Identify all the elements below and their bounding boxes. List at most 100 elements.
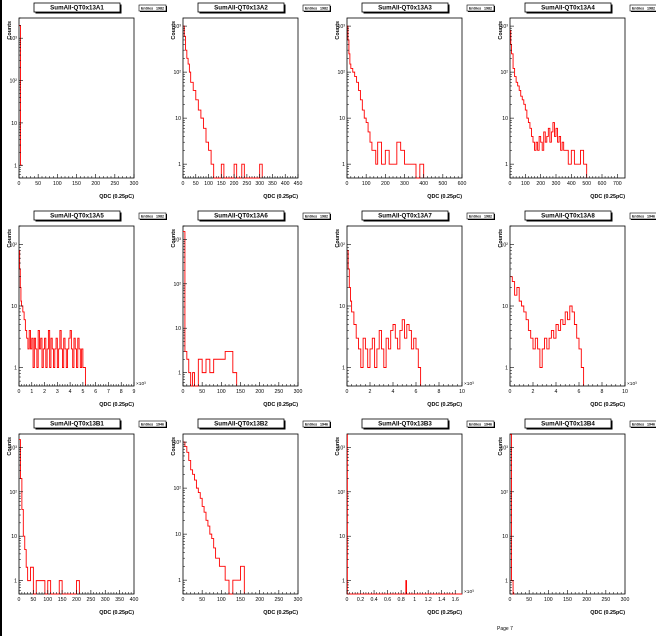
page-number: Page 7 <box>497 626 513 632</box>
x-tick-label: 150 <box>72 181 81 187</box>
x-axis-label: QDC (0.25pC) <box>590 402 625 408</box>
y-tick-label: 1 <box>505 365 508 371</box>
x-tick-label: 0 <box>346 389 349 395</box>
x-axis-label: QDC (0.25pC) <box>263 194 298 200</box>
y-tick-label: 1 <box>14 579 17 585</box>
y-axis-label: Counts <box>171 437 177 456</box>
series-line <box>346 434 462 595</box>
x-tick-label: 8 <box>438 389 441 395</box>
y-tick-label: 10 <box>502 304 508 310</box>
y-tick-label: 10³ <box>174 440 182 446</box>
panel-5: SumAll-QT0x13A5 Entries 1982 0 1 2 3 4 5 6 7 8 9 1 10 1… <box>7 210 167 408</box>
y-tick-label: 1 <box>342 365 345 371</box>
plot-frame <box>182 17 299 179</box>
x-axis-label: QDC (0.25pC) <box>427 610 462 616</box>
y-axis-label: Counts <box>7 21 13 40</box>
stats-entries-value: 1982 <box>484 6 492 10</box>
x-tick-label: 0 <box>346 597 349 603</box>
x-tick-label: 50 <box>199 597 205 603</box>
y-tick-label: 1 <box>14 163 17 169</box>
x-tick-label: 50 <box>526 597 532 603</box>
x-tick-label: 250 <box>275 597 284 603</box>
x-axis-label: QDC (0.25pC) <box>590 194 625 200</box>
panel-8: SumAll-QT0x13A8 Entries 1946 0 2 4 6 8 10 1 10 10² Q… <box>498 210 656 408</box>
y-tick-label: 10 <box>11 534 17 540</box>
chart-title: SumAll-QT0x13B2 <box>214 421 268 428</box>
y-tick-label: 10³ <box>10 36 18 42</box>
y-tick-label: 10 <box>175 116 181 122</box>
series-line <box>183 231 238 387</box>
x-tick-label: 1.6 <box>452 597 459 603</box>
x-axis-label: QDC (0.25pC) <box>99 194 134 200</box>
stats-entries-value: 1946 <box>484 422 492 426</box>
plot-frame <box>509 17 626 179</box>
title-box <box>197 210 285 221</box>
panel-4: SumAll-QT0x13A4 Entries 1982 0 100 200 300 400 5… <box>498 2 656 200</box>
x-tick-label: 1 <box>413 597 416 603</box>
stats-entries-value: 1982 <box>156 6 164 10</box>
x-tick-label: 700 <box>613 181 622 187</box>
x-tick-label: 400 <box>419 181 428 187</box>
stats-box <box>466 4 495 12</box>
y-tick-label: 10² <box>174 70 182 76</box>
stats-entries-label: Entries <box>469 422 481 426</box>
y-tick-label: 10 <box>502 534 508 540</box>
x-tick-label: 50 <box>199 389 205 395</box>
chart-title: SumAll-QT0x13A5 <box>50 213 104 220</box>
x-tick-label: 450 <box>294 181 303 187</box>
series-line <box>19 250 86 386</box>
x-tick-label: 6 <box>415 389 418 395</box>
panel-2: SumAll-QT0x13A2 Entries 1982 0 50 100 150 200 25… <box>171 2 331 200</box>
panel-7: SumAll-QT0x13A7 Entries 1982 0 2 4 6 8 10 1 10 10² Q… <box>335 210 495 408</box>
x-tick-label: 0 <box>182 597 185 603</box>
stats-entries-value: 1982 <box>156 214 164 218</box>
y-tick-label: 10² <box>501 490 509 496</box>
chart-title: SumAll-QT0x13A4 <box>541 5 595 12</box>
stats-box <box>629 4 656 12</box>
panel-11: SumAll-QT0x13B3 Entries 1946 0 0.2 0.4 0.6 0.8 1… <box>335 418 495 616</box>
x-tick-label: 300 <box>621 597 630 603</box>
stats-box <box>302 420 331 428</box>
x-tick-label: 0 <box>182 181 185 187</box>
plot-frame <box>509 433 626 595</box>
stats-box <box>466 420 495 428</box>
chart-title: SumAll-QT0x13A8 <box>541 213 595 220</box>
y-tick-label: 1 <box>342 579 345 585</box>
x-tick-label: 250 <box>602 597 611 603</box>
x-tick-label: 300 <box>101 597 110 603</box>
x-tick-label: 250 <box>243 181 252 187</box>
x-tick-label: 200 <box>255 389 264 395</box>
stats-entries-value: 1982 <box>647 6 655 10</box>
series-line <box>183 25 263 179</box>
x-tick-label: 0 <box>18 597 21 603</box>
y-tick-label: 10 <box>339 534 345 540</box>
y-tick-label: 10 <box>175 326 181 332</box>
stats-entries-value: 1946 <box>647 214 655 218</box>
series-line <box>347 25 425 179</box>
x-axis-multiplier: ×10³ <box>136 381 146 387</box>
stats-entries-value: 1982 <box>320 214 328 218</box>
stats-box <box>302 212 331 220</box>
x-tick-label: 5 <box>81 389 84 395</box>
y-tick-label: 10² <box>501 243 509 249</box>
chart-title: SumAll-QT0x13A2 <box>214 5 268 12</box>
title-box <box>33 418 121 429</box>
x-tick-label: 0 <box>509 389 512 395</box>
x-tick-label: 0.8 <box>398 597 405 603</box>
x-tick-label: 300 <box>294 597 303 603</box>
plot-frame <box>18 17 135 179</box>
y-axis-label: Counts <box>171 229 177 248</box>
stats-entries-label: Entries <box>305 422 317 426</box>
x-tick-label: 8 <box>120 389 123 395</box>
y-tick-label: 1 <box>342 162 345 168</box>
y-axis-label: Counts <box>335 437 341 456</box>
x-axis-label: QDC (0.25pC) <box>263 402 298 408</box>
y-tick-label: 10 <box>11 121 17 127</box>
stats-box <box>138 212 167 220</box>
x-tick-label: 200 <box>582 597 591 603</box>
title-box <box>197 2 285 13</box>
x-tick-label: 0 <box>182 389 185 395</box>
y-tick-label: 10² <box>338 490 346 496</box>
stats-entries-value: 1946 <box>647 422 655 426</box>
